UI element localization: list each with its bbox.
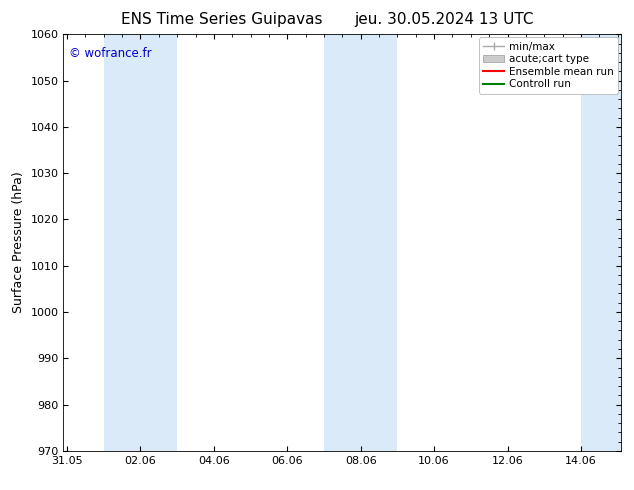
Bar <box>104 34 177 451</box>
Text: jeu. 30.05.2024 13 UTC: jeu. 30.05.2024 13 UTC <box>354 12 534 27</box>
Bar <box>581 34 621 451</box>
Y-axis label: Surface Pressure (hPa): Surface Pressure (hPa) <box>12 172 25 314</box>
Legend: min/max, acute;cart type, Ensemble mean run, Controll run: min/max, acute;cart type, Ensemble mean … <box>479 37 618 94</box>
Text: © wofrance.fr: © wofrance.fr <box>69 47 152 60</box>
Bar <box>324 34 398 451</box>
Text: ENS Time Series Guipavas: ENS Time Series Guipavas <box>121 12 323 27</box>
